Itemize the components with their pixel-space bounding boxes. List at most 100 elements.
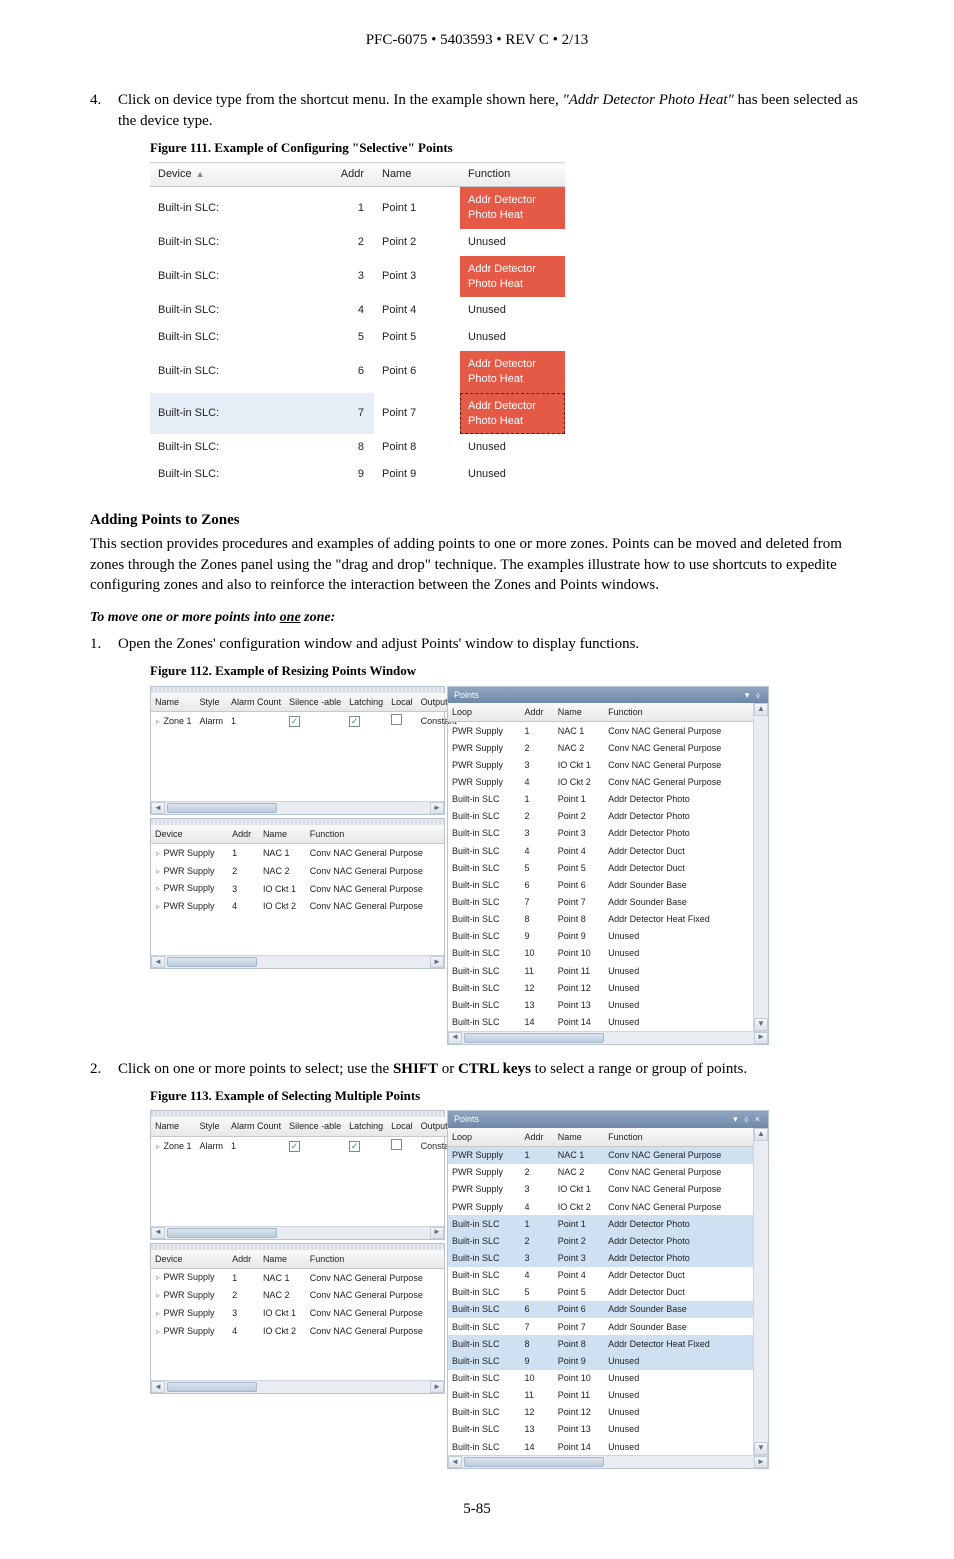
col-header[interactable]: Name — [151, 693, 196, 712]
scroll-left-icon[interactable]: ◄ — [151, 956, 165, 968]
col-header[interactable]: Name — [554, 703, 604, 722]
col-header[interactable]: Loop — [448, 1128, 521, 1147]
zone-row[interactable]: ▹ Zone 1Alarm1✓✓Constant — [151, 1136, 483, 1156]
col-header[interactable]: Silence -able — [285, 693, 345, 712]
table-row[interactable]: Built-in SLC12Point 12Unused — [448, 1404, 753, 1421]
scroll-right-icon[interactable]: ► — [430, 1227, 444, 1239]
table-row[interactable]: Built-in SLC5Point 5Addr Detector Duct — [448, 1284, 753, 1301]
col-header[interactable]: Silence -able — [285, 1117, 345, 1136]
table-row[interactable]: PWR Supply2NAC 2Conv NAC General Purpose — [448, 1164, 753, 1181]
table-row[interactable]: Built-in SLC3Point 3Addr Detector Photo — [448, 825, 753, 842]
table-row[interactable]: Built-in SLC8Point 8Addr Detector Heat F… — [448, 1335, 753, 1352]
table-row[interactable]: ▹ PWR Supply3IO Ckt 1Conv NAC General Pu… — [151, 880, 444, 898]
col-header[interactable]: Function — [306, 825, 444, 844]
scroll-right-icon[interactable]: ► — [430, 802, 444, 814]
table-row[interactable]: Built-in SLC:2Point 2Unused — [150, 229, 565, 256]
col-header[interactable]: Local — [387, 1117, 417, 1136]
table-row[interactable]: Built-in SLC5Point 5Addr Detector Duct — [448, 859, 753, 876]
table-row[interactable]: PWR Supply3IO Ckt 1Conv NAC General Purp… — [448, 1181, 753, 1198]
table-row[interactable]: PWR Supply1NAC 1Conv NAC General Purpose — [448, 1146, 753, 1164]
scrollbar-h[interactable]: ◄ ► — [151, 955, 444, 968]
table-row[interactable]: Built-in SLC14Point 14Unused — [448, 1438, 753, 1455]
scrollbar-h[interactable]: ◄ ► — [448, 1455, 768, 1468]
table-row[interactable]: PWR Supply1NAC 1Conv NAC General Purpose — [448, 722, 753, 740]
col-addr[interactable]: Addr — [316, 163, 374, 187]
table-row[interactable]: Built-in SLC:8Point 8Unused — [150, 434, 565, 461]
scroll-thumb[interactable] — [464, 1457, 604, 1467]
table-row[interactable]: ▹ PWR Supply3IO Ckt 1Conv NAC General Pu… — [151, 1304, 444, 1322]
table-row[interactable]: Built-in SLC12Point 12Unused — [448, 979, 753, 996]
col-header[interactable]: Function — [604, 1128, 753, 1147]
table-row[interactable]: Built-in SLC11Point 11Unused — [448, 962, 753, 979]
scroll-down-icon[interactable]: ▼ — [754, 1018, 768, 1031]
table-row[interactable]: Built-in SLC7Point 7Addr Sounder Base — [448, 893, 753, 910]
scroll-thumb[interactable] — [167, 803, 277, 813]
col-header[interactable]: Style — [196, 693, 228, 712]
table-row[interactable]: Built-in SLC7Point 7Addr Sounder Base — [448, 1318, 753, 1335]
table-row[interactable]: ▹ PWR Supply4IO Ckt 2Conv NAC General Pu… — [151, 898, 444, 916]
scrollbar-h[interactable]: ◄ ► — [151, 801, 444, 814]
table-row[interactable]: Built-in SLC10Point 10Unused — [448, 1370, 753, 1387]
col-header[interactable]: Function — [306, 1250, 444, 1269]
col-function[interactable]: Function — [460, 163, 565, 187]
col-header[interactable]: Function — [604, 703, 753, 722]
table-row[interactable]: ▹ PWR Supply1NAC 1Conv NAC General Purpo… — [151, 1268, 444, 1286]
table-row[interactable]: Built-in SLC11Point 11Unused — [448, 1387, 753, 1404]
table-row[interactable]: Built-in SLC10Point 10Unused — [448, 945, 753, 962]
scroll-thumb[interactable] — [167, 1382, 257, 1392]
col-header[interactable]: Name — [259, 825, 306, 844]
col-header[interactable]: Addr — [521, 703, 554, 722]
scrollbar-h[interactable]: ◄ ► — [448, 1031, 768, 1044]
points-titlebar[interactable]: Points ▾ ⬨ × — [448, 1111, 768, 1127]
col-name[interactable]: Name — [374, 163, 460, 187]
scroll-left-icon[interactable]: ◄ — [448, 1456, 462, 1468]
table-row[interactable]: ▹ PWR Supply1NAC 1Conv NAC General Purpo… — [151, 844, 444, 862]
table-row[interactable]: Built-in SLC13Point 13Unused — [448, 1421, 753, 1438]
scroll-left-icon[interactable]: ◄ — [448, 1032, 462, 1044]
scrollbar-h[interactable]: ◄ ► — [151, 1226, 444, 1239]
col-header[interactable]: Alarm Count — [227, 693, 285, 712]
scroll-left-icon[interactable]: ◄ — [151, 802, 165, 814]
scroll-right-icon[interactable]: ► — [754, 1032, 768, 1044]
col-device[interactable]: Device▲ — [150, 163, 316, 187]
panel-controls[interactable]: ▾ ⬨ — [745, 689, 762, 701]
table-row[interactable]: Built-in SLC4Point 4Addr Detector Duct — [448, 1267, 753, 1284]
table-row[interactable]: Built-in SLC3Point 3Addr Detector Photo — [448, 1250, 753, 1267]
scrollbar-h[interactable]: ◄ ► — [151, 1380, 444, 1393]
table-row[interactable]: PWR Supply2NAC 2Conv NAC General Purpose — [448, 739, 753, 756]
scroll-right-icon[interactable]: ► — [430, 956, 444, 968]
table-row[interactable]: ▹ PWR Supply2NAC 2Conv NAC General Purpo… — [151, 862, 444, 880]
col-header[interactable]: Local — [387, 693, 417, 712]
col-header[interactable]: Addr — [228, 1250, 259, 1269]
scroll-left-icon[interactable]: ◄ — [151, 1381, 165, 1393]
col-header[interactable]: Addr — [228, 825, 259, 844]
scrollbar-v[interactable]: ▲ ▼ — [753, 703, 768, 1031]
table-row[interactable]: Built-in SLC:1Point 1Addr Detector Photo… — [150, 187, 565, 229]
table-row[interactable]: Built-in SLC:7Point 7Addr Detector Photo… — [150, 393, 565, 435]
table-row[interactable]: Built-in SLC:9Point 9Unused — [150, 461, 565, 488]
scroll-thumb[interactable] — [464, 1033, 604, 1043]
col-header[interactable]: Device — [151, 825, 228, 844]
table-row[interactable]: Built-in SLC8Point 8Addr Detector Heat F… — [448, 911, 753, 928]
table-row[interactable]: Built-in SLC6Point 6Addr Sounder Base — [448, 876, 753, 893]
col-header[interactable]: Latching — [345, 693, 387, 712]
table-row[interactable]: Built-in SLC9Point 9Unused — [448, 928, 753, 945]
table-row[interactable]: Built-in SLC14Point 14Unused — [448, 1013, 753, 1030]
scroll-thumb[interactable] — [167, 957, 257, 967]
table-row[interactable]: Built-in SLC1Point 1Addr Detector Photo — [448, 791, 753, 808]
col-header[interactable]: Name — [259, 1250, 306, 1269]
col-header[interactable]: Latching — [345, 1117, 387, 1136]
table-row[interactable]: PWR Supply3IO Ckt 1Conv NAC General Purp… — [448, 756, 753, 773]
table-row[interactable]: Built-in SLC:3Point 3Addr Detector Photo… — [150, 256, 565, 298]
col-header[interactable]: Style — [196, 1117, 228, 1136]
table-row[interactable]: ▹ PWR Supply2NAC 2Conv NAC General Purpo… — [151, 1287, 444, 1305]
table-row[interactable]: Built-in SLC:5Point 5Unused — [150, 324, 565, 351]
col-header[interactable]: Alarm Count — [227, 1117, 285, 1136]
scroll-thumb[interactable] — [167, 1228, 277, 1238]
col-header[interactable]: Device — [151, 1250, 228, 1269]
scroll-right-icon[interactable]: ► — [754, 1456, 768, 1468]
points-titlebar[interactable]: Points ▾ ⬨ — [448, 687, 768, 703]
table-row[interactable]: ▹ PWR Supply4IO Ckt 2Conv NAC General Pu… — [151, 1322, 444, 1340]
table-row[interactable]: Built-in SLC6Point 6Addr Sounder Base — [448, 1301, 753, 1318]
table-row[interactable]: Built-in SLC:4Point 4Unused — [150, 297, 565, 324]
